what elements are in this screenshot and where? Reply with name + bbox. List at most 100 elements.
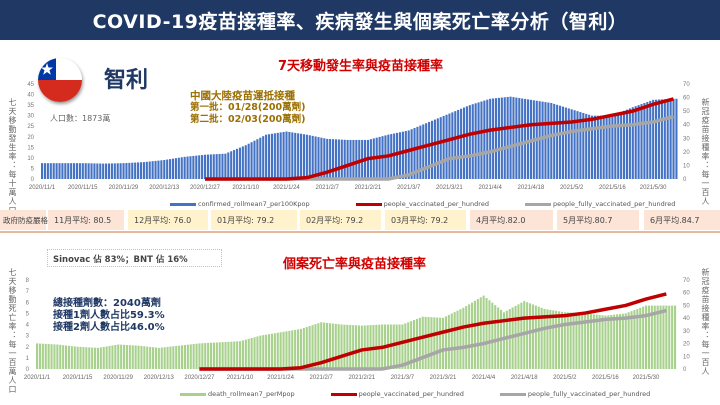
y-tick-left: 30 (27, 114, 34, 120)
bar (448, 113, 451, 179)
vaccine-arrival-annotation: 中國大陸疫苗運抵接種 第一批：01/28(200萬劑) 第二批：02/03(20… (190, 90, 305, 126)
legend-item: people_fully_vaccinated_per_hundred (524, 200, 675, 208)
x-tick-label: 2020/11/15 (63, 375, 93, 381)
bar (64, 163, 67, 179)
bar (273, 333, 276, 369)
bar (81, 163, 84, 179)
bar (456, 310, 459, 369)
bar (94, 347, 97, 369)
bar (183, 345, 186, 369)
bar (416, 126, 419, 179)
bar (282, 131, 285, 179)
bar (206, 154, 209, 179)
x-tick-label: 2021/2/7 (316, 185, 340, 191)
bar (305, 327, 308, 369)
legend-item: confirmed_rollmean7_per100Kpop (170, 200, 310, 208)
bar (107, 163, 111, 179)
x-tick-label: 2021/5/2 (553, 375, 577, 381)
y-tick-right: 40 (683, 316, 690, 322)
bar (192, 344, 195, 369)
bar (270, 133, 273, 179)
bar (70, 346, 73, 369)
bar (607, 315, 610, 369)
bar (114, 345, 117, 369)
bar (457, 109, 460, 179)
bar (46, 163, 49, 179)
bar (235, 148, 239, 179)
bar (117, 344, 120, 369)
stringency-cell: 03月平均: 79.2 (385, 210, 466, 230)
y-tick-left: 25 (27, 124, 34, 130)
bar (633, 310, 636, 369)
bar (462, 307, 465, 369)
bar (305, 134, 308, 179)
bar (163, 160, 166, 179)
bar (224, 153, 227, 179)
bar (451, 112, 454, 179)
bar (447, 314, 450, 369)
x-tick-label: 2020/11/1 (29, 185, 56, 191)
bar (131, 162, 134, 179)
bar (67, 163, 70, 179)
bar (436, 317, 439, 369)
bar (123, 344, 126, 369)
bar (279, 332, 282, 369)
y-tick-left: 1 (26, 356, 30, 362)
bar (439, 317, 442, 369)
bar (471, 104, 474, 179)
x-tick-label: 2021/2/21 (348, 375, 375, 381)
bar (308, 326, 311, 369)
bar (433, 119, 436, 179)
bar (652, 99, 655, 179)
bar (166, 346, 169, 369)
bar (655, 99, 658, 179)
bar (398, 132, 402, 179)
bar (317, 137, 320, 179)
bar (491, 302, 494, 369)
x-tick-label: 2021/5/30 (633, 375, 660, 381)
bar (585, 113, 588, 179)
bar (575, 312, 578, 369)
bar (262, 136, 265, 179)
bar (492, 98, 495, 179)
bar (589, 314, 592, 369)
bar (572, 312, 575, 369)
bar (250, 338, 253, 369)
bar (215, 154, 218, 179)
bar (567, 108, 570, 179)
bar (476, 299, 479, 369)
bar (105, 346, 108, 369)
bar (639, 307, 642, 369)
x-tick-label: 2021/3/21 (436, 185, 463, 191)
y-tick-right: 50 (683, 303, 690, 309)
x-tick-label: 2021/1/24 (273, 185, 300, 191)
bar (631, 107, 634, 179)
bar (543, 308, 546, 369)
bar (215, 342, 218, 369)
bar (625, 109, 629, 179)
y-tick-right: 10 (683, 163, 690, 169)
bar (489, 98, 492, 179)
vaccination-summary: 總接種劑數：2040萬劑 接種1劑人數占比59.3% 接種2劑人數占比46.0% (53, 298, 165, 334)
bar (91, 347, 94, 369)
bar (143, 346, 146, 369)
summary-line: 總接種劑數：2040萬劑 (53, 298, 161, 309)
bar (428, 122, 431, 179)
bar (128, 162, 131, 179)
bar (125, 163, 128, 179)
bar (439, 117, 442, 179)
bar (645, 305, 648, 369)
y-tick-right: 0 (683, 177, 687, 183)
bar (244, 339, 247, 369)
y-tick-left: 5 (26, 311, 30, 317)
x-tick-label: 2021/4/4 (472, 375, 496, 381)
bar (598, 314, 601, 369)
y-tick-left: 0 (26, 367, 30, 373)
bar (99, 163, 102, 179)
bar (569, 312, 572, 369)
bar (198, 155, 201, 179)
bar (671, 305, 674, 369)
bar (503, 97, 506, 179)
bar (369, 325, 372, 369)
